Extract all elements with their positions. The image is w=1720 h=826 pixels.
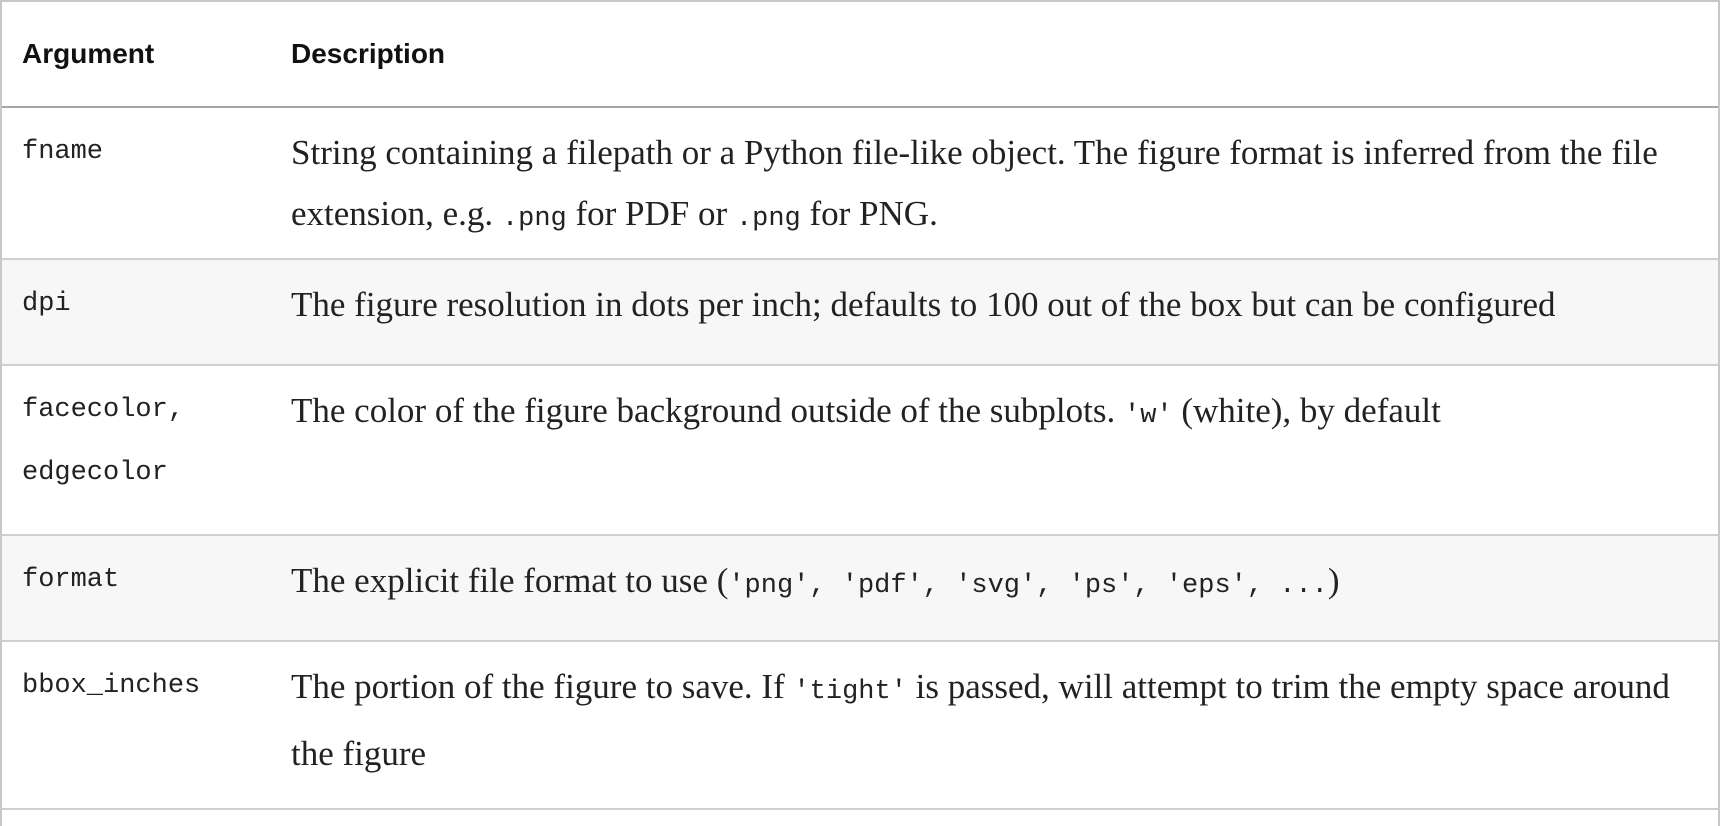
argument-cell: dpi [2, 259, 291, 366]
argument-cell: facecolor, edgecolor [2, 365, 291, 536]
header-row: Argument Description [2, 2, 1718, 108]
argument-line: facecolor, [22, 395, 185, 425]
description-cell: The figure resolution in dots per inch; … [291, 259, 1718, 366]
table-header: Argument Description [2, 2, 1718, 108]
table-row: bbox_inches The portion of the figure to… [2, 641, 1718, 810]
argument-line: edgecolor [22, 458, 168, 488]
description-cell: The explicit file format to use ('png', … [291, 535, 1718, 642]
table-row: format The explicit file format to use (… [2, 535, 1718, 642]
inline-code: 'tight' [793, 677, 907, 707]
argument-cell: format [2, 535, 291, 642]
description-text: The color of the figure background outsi… [291, 391, 1124, 430]
description-text: for PDF or [566, 194, 736, 233]
description-text: The figure resolution in dots per inch; … [291, 285, 1556, 324]
description-text: for PNG. [800, 194, 938, 233]
description-text: String containing a filepath or a Python… [291, 133, 1658, 233]
argument-cell: fname [2, 107, 291, 260]
header-argument: Argument [2, 2, 291, 108]
header-description: Description [291, 2, 1718, 108]
description-text: is passed, will attempt to trim the empt… [291, 667, 1670, 773]
table-row: dpi The figure resolution in dots per in… [2, 259, 1718, 366]
description-text: (white), by default [1172, 391, 1441, 430]
description-text: The portion of the figure to save. If [291, 667, 794, 706]
description-text: ) [1327, 561, 1340, 600]
argument-cell: bbox_inches [2, 641, 291, 810]
table-body: fname String containing a filepath or a … [2, 107, 1718, 810]
inline-code: .png [501, 204, 567, 234]
description-text: The explicit file format to use ( [291, 561, 729, 600]
description-cell: String containing a filepath or a Python… [291, 107, 1718, 260]
arguments-table: Argument Description fname String contai… [2, 2, 1718, 810]
inline-code: .png [735, 204, 801, 234]
description-cell: The portion of the figure to save. If 't… [291, 641, 1718, 810]
inline-code: 'png', 'pdf', 'svg', 'ps', 'eps', ... [728, 571, 1328, 601]
table-row: fname String containing a filepath or a … [2, 107, 1718, 260]
inline-code: 'w' [1124, 401, 1173, 431]
table-row: facecolor, edgecolor The color of the fig… [2, 365, 1718, 536]
description-cell: The color of the figure background outsi… [291, 365, 1718, 536]
